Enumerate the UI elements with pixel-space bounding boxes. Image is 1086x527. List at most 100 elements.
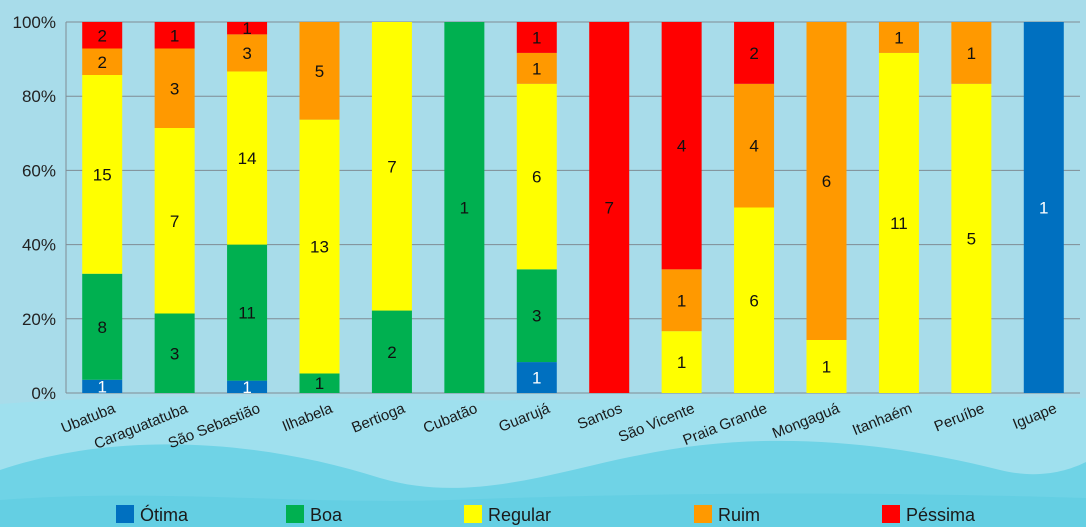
data-label: 1 [967, 44, 976, 63]
data-label: 6 [749, 291, 758, 310]
legend-label: Ruim [718, 505, 760, 525]
bar-segment-ruim [227, 34, 268, 72]
bar-segment-ruim [516, 52, 557, 84]
data-label: 1 [677, 353, 686, 372]
data-label: 4 [749, 137, 758, 156]
bar-segment-regular [82, 75, 123, 274]
bar-segment-ruim [154, 48, 195, 128]
data-labels: 1815223731111143111352711361171146421611… [93, 19, 1049, 397]
data-label: 3 [170, 344, 179, 363]
data-label: 1 [677, 291, 686, 310]
data-label: 2 [97, 26, 106, 45]
data-label: 11 [890, 214, 908, 233]
wave-band-dark [0, 493, 1086, 527]
bar-segment-ruim [951, 22, 992, 84]
bar-segment-ruim [806, 22, 847, 340]
data-label: 1 [315, 374, 324, 393]
data-label: 7 [604, 199, 613, 218]
bar-segment-otima [516, 362, 557, 393]
wave-decoration [0, 396, 1086, 527]
bar-segment-boa [154, 313, 195, 393]
legend-label: Boa [310, 505, 343, 525]
data-label: 11 [238, 304, 256, 323]
legend-label: Péssima [906, 505, 976, 525]
data-label: 1 [242, 378, 251, 397]
data-label: 15 [93, 165, 112, 184]
data-label: 1 [1039, 199, 1048, 218]
bar-segment-boa [444, 22, 485, 393]
data-label: 1 [97, 377, 106, 396]
bar-segment-otima [82, 379, 123, 393]
data-label: 1 [242, 19, 251, 38]
bar-segment-pessima [589, 22, 630, 393]
bar-segment-ruim [82, 48, 123, 75]
bar-segment-pessima [82, 22, 123, 49]
bar-segment-regular [661, 331, 702, 393]
bar-segment-pessima [661, 22, 702, 270]
data-label: 3 [242, 44, 251, 63]
bar-segment-boa [299, 373, 340, 393]
data-label: 5 [315, 62, 324, 81]
y-tick-label: 20% [22, 310, 56, 329]
legend-swatch-ruim [694, 505, 712, 523]
data-label: 1 [532, 369, 541, 388]
bar-segment-ruim [878, 22, 919, 53]
y-tick-label: 0% [31, 384, 56, 403]
y-tick-label: 60% [22, 161, 56, 180]
data-label: 14 [238, 149, 257, 168]
bar-segment-pessima [227, 22, 268, 35]
legend-label: Regular [488, 505, 551, 525]
bar-segment-regular [227, 71, 268, 245]
bar-segment-boa [371, 310, 412, 393]
y-tick-label: 40% [22, 236, 56, 255]
bar-segment-ruim [299, 22, 340, 120]
data-label: 6 [532, 168, 541, 187]
bar-segment-otima [1023, 22, 1064, 393]
data-label: 2 [97, 53, 106, 72]
bar-segment-regular [154, 128, 195, 314]
legend-swatch-otima [116, 505, 134, 523]
bar-segment-regular [878, 52, 919, 394]
data-label: 6 [822, 172, 831, 191]
data-label: 3 [532, 307, 541, 326]
bar-segment-ruim [661, 269, 702, 332]
bar-segment-otima [227, 380, 268, 393]
data-label: 1 [532, 59, 541, 78]
data-label: 13 [310, 238, 329, 257]
data-label: 2 [749, 44, 758, 63]
legend-swatch-boa [286, 505, 304, 523]
data-label: 4 [677, 137, 686, 156]
y-tick-label: 80% [22, 87, 56, 106]
legend-label: Ótima [140, 504, 189, 525]
data-label: 1 [822, 358, 831, 377]
bar-segment-regular [516, 83, 557, 270]
bar-segment-pessima [516, 22, 557, 53]
data-label: 7 [170, 212, 179, 231]
data-label: 2 [387, 343, 396, 362]
bars [82, 22, 1064, 394]
data-label: 5 [967, 229, 976, 248]
data-label: 7 [387, 157, 396, 176]
bar-segment-boa [516, 269, 557, 363]
data-label: 3 [170, 79, 179, 98]
data-label: 1 [170, 26, 179, 45]
bar-segment-regular [951, 83, 992, 393]
legend-swatch-regular [464, 505, 482, 523]
data-label: 1 [532, 28, 541, 47]
bar-segment-boa [227, 244, 268, 381]
bar-segment-regular [806, 340, 847, 393]
legend: Ótima Boa Regular Ruim Péssima [116, 504, 976, 525]
bar-segment-boa [82, 273, 123, 380]
data-label: 8 [97, 318, 106, 337]
bar-segment-regular [299, 119, 340, 374]
bar-segment-pessima [154, 22, 195, 49]
bar-segment-pessima [734, 22, 775, 84]
bar-segment-regular [371, 22, 412, 311]
data-label: 1 [460, 199, 469, 218]
bar-segment-ruim [734, 83, 775, 208]
bar-segment-regular [734, 207, 775, 393]
data-label: 1 [894, 28, 903, 47]
legend-swatch-pessima [882, 505, 900, 523]
